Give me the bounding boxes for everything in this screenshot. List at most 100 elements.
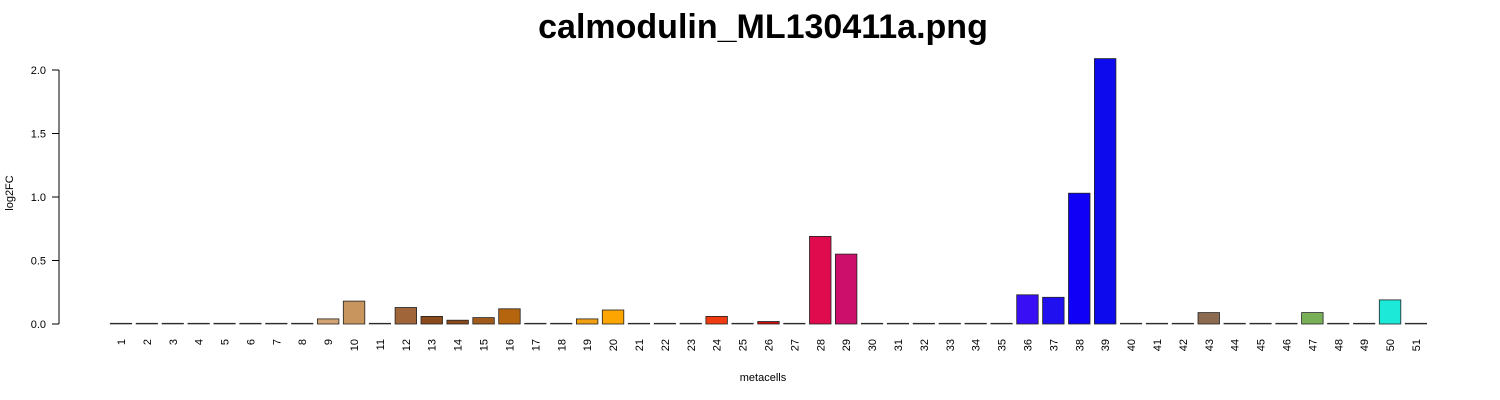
bar-31 (886, 322, 910, 325)
bar-30 (860, 322, 884, 325)
x-tick-label: 2 (142, 339, 154, 345)
x-tick-label: 29 (841, 339, 853, 351)
bar-9 (316, 318, 340, 325)
x-tick-label: 48 (1333, 339, 1345, 351)
bar-48 (1327, 322, 1350, 325)
bar-43 (1197, 312, 1220, 325)
x-tick-label: 24 (712, 339, 724, 351)
x-tick-label: 28 (815, 339, 827, 351)
bars (109, 58, 1427, 325)
bar-32 (912, 322, 935, 325)
x-tick-label: 34 (971, 339, 983, 351)
bar-3 (161, 322, 184, 325)
bar-18 (550, 322, 573, 325)
x-tick-label: 30 (867, 339, 879, 351)
bar-23 (679, 322, 702, 325)
bar-47 (1301, 312, 1324, 325)
x-tick-label: 19 (582, 339, 594, 351)
bar-36 (1016, 294, 1039, 325)
x-tick-label: 40 (1126, 339, 1138, 351)
x-tick-label: 46 (1282, 339, 1294, 351)
x-tick-label: 15 (479, 339, 491, 351)
x-tick-label: 27 (789, 339, 801, 351)
bar-7 (265, 322, 288, 325)
x-tick-label: 26 (764, 339, 776, 351)
y-axis: 0.0 0.5 1.0 1.5 2.0 (31, 65, 60, 331)
x-tick-label: 42 (1178, 339, 1190, 351)
bar-35 (990, 322, 1013, 325)
bar-8 (291, 322, 314, 325)
x-tick-label: 10 (349, 339, 361, 351)
bar-41 (1145, 322, 1168, 325)
x-tick-label: 51 (1411, 339, 1423, 351)
x-tick-label: 20 (608, 339, 620, 351)
bar-20 (601, 309, 625, 325)
bar-33 (938, 322, 961, 325)
bar-15 (472, 317, 495, 325)
bar-19 (576, 318, 599, 325)
x-tick-label: 38 (1074, 339, 1086, 351)
x-tick-label: 22 (660, 339, 672, 351)
x-tick-label: 17 (530, 339, 542, 351)
x-tick-label: 43 (1204, 339, 1216, 351)
x-tick-label: 41 (1152, 339, 1164, 351)
bar-17 (524, 322, 547, 325)
x-tick-label: 18 (556, 339, 568, 351)
bar-27 (783, 322, 806, 325)
bar-42 (1171, 322, 1194, 325)
x-tick-label: 6 (245, 339, 257, 345)
bar-12 (394, 307, 418, 325)
x-tick-labels: 1 2 3 4 5 6 7 8 9 10 11 12 13 14 15 16 17 18 19 20 21 22 23 24 2… (116, 339, 1423, 351)
bar-46 (1275, 322, 1298, 325)
bar-37 (1042, 296, 1065, 325)
x-tick-label: 12 (401, 339, 413, 351)
bar-25 (731, 322, 754, 325)
bar-39 (1094, 58, 1117, 325)
y-tick-label: 1.5 (31, 129, 46, 141)
bar-21 (627, 322, 651, 325)
x-tick-label: 25 (738, 339, 750, 351)
x-tick-label: 44 (1230, 339, 1242, 351)
bar-44 (1223, 322, 1246, 325)
x-tick-label: 16 (505, 339, 517, 351)
x-axis-label: metacells (740, 372, 787, 384)
bar-34 (964, 322, 987, 325)
bar-51 (1404, 322, 1427, 325)
bar-11 (368, 322, 392, 325)
bar-14 (446, 319, 469, 325)
x-tick-label: 31 (893, 339, 905, 351)
x-tick-label: 4 (194, 339, 206, 345)
x-tick-label: 9 (323, 339, 335, 345)
y-tick-label: 1.0 (31, 192, 46, 204)
bar-2 (135, 322, 158, 325)
bar-6 (239, 322, 262, 325)
x-tick-label: 13 (427, 339, 439, 351)
bar-1 (109, 322, 132, 325)
x-tick-label: 49 (1359, 339, 1371, 351)
x-tick-label: 1 (116, 339, 128, 345)
x-tick-label: 7 (271, 339, 283, 345)
x-tick-label: 3 (168, 339, 180, 345)
bar-4 (187, 322, 210, 325)
y-tick-label: 2.0 (31, 65, 46, 77)
bar-16 (498, 308, 521, 325)
bar-40 (1120, 322, 1143, 325)
x-tick-label: 5 (220, 339, 232, 345)
bar-24 (705, 315, 728, 325)
x-tick-label: 36 (1023, 339, 1035, 351)
x-tick-label: 32 (919, 339, 931, 351)
bar-26 (757, 321, 780, 325)
bar-50 (1378, 299, 1402, 325)
bar-38 (1068, 192, 1091, 325)
x-tick-label: 33 (945, 339, 957, 351)
x-tick-label: 50 (1385, 339, 1397, 351)
bar-45 (1249, 322, 1272, 325)
x-tick-label: 11 (375, 339, 387, 350)
y-axis-label: log2FC (4, 175, 16, 211)
bar-49 (1353, 322, 1376, 325)
x-tick-label: 47 (1307, 339, 1319, 351)
x-tick-label: 8 (297, 339, 309, 345)
y-tick-label: 0.0 (31, 319, 46, 331)
bar-10 (342, 300, 366, 325)
